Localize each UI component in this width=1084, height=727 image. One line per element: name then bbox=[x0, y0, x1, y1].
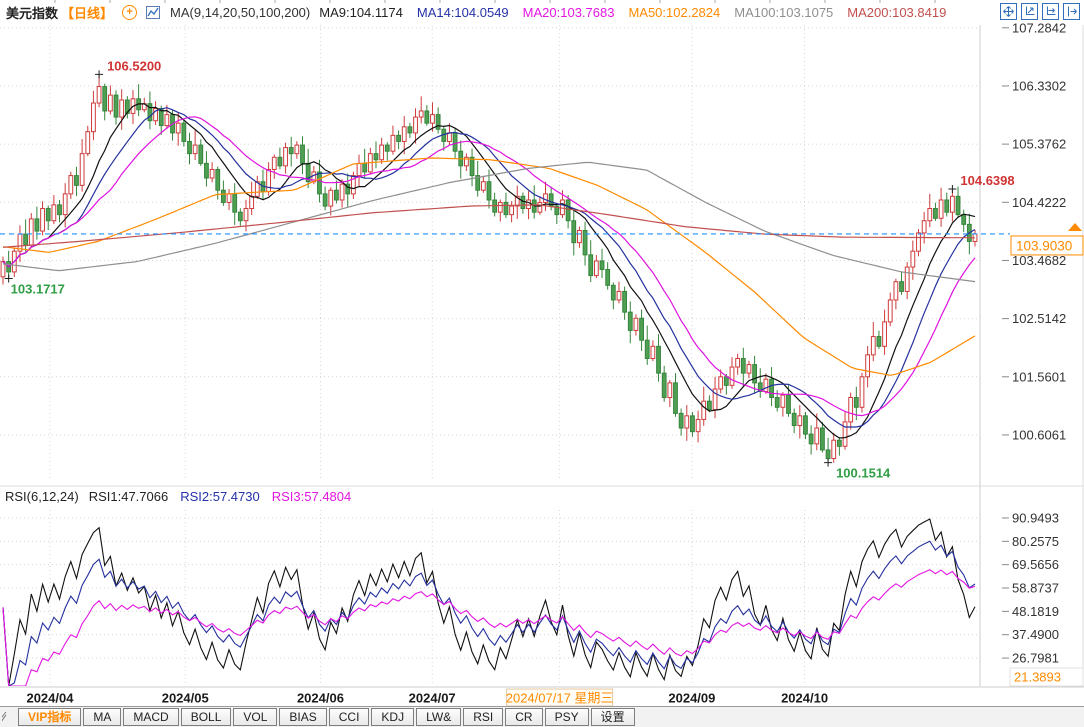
rsi-tick-label: 69.5656 bbox=[1012, 557, 1059, 572]
indicator-tab-[interactable]: 设置 bbox=[590, 708, 635, 726]
rsi3-line bbox=[2, 569, 976, 686]
extreme-price-label: 104.6398 bbox=[960, 173, 1014, 188]
pane-shift-right-icon[interactable] bbox=[1063, 3, 1080, 20]
price-tick-label: 105.3762 bbox=[1012, 137, 1066, 152]
add-indicator-icon[interactable]: + bbox=[122, 4, 138, 20]
indicator-tab-boll[interactable]: BOLL bbox=[180, 708, 232, 726]
rsi-tick-label: 58.8737 bbox=[1012, 581, 1059, 596]
rsi-legend: RSI1:47.7066 RSI2:57.4730 RSI3:57.4804 bbox=[89, 489, 352, 504]
x-tick-label: 2024/09 bbox=[668, 691, 715, 706]
annotations: 103.9030 106.5200 103.1717 100.1514 104.6398 bbox=[0, 58, 1084, 481]
rsi-tick-label: 90.9493 bbox=[1012, 510, 1059, 525]
rsi-group-label: RSI(6,12,24) bbox=[5, 489, 79, 504]
indicator-toolbar: VIP指标 MA MACD BOLL VOL BIAS CCI KDJ LW& RSI CR PSY 设… bbox=[0, 706, 1084, 727]
ma-legend-item-6: MA200:103.8419 bbox=[847, 4, 947, 20]
ma100-line bbox=[2, 161, 976, 283]
ma14-line bbox=[2, 107, 976, 428]
indicator-tab-rsi[interactable]: RSI bbox=[463, 708, 504, 726]
price-tick-label: 104.4222 bbox=[1012, 195, 1066, 210]
rsi-tick-label: 48.1819 bbox=[1012, 604, 1059, 619]
price-tick-label: 106.3302 bbox=[1012, 78, 1066, 93]
candlestick-series bbox=[0, 74, 978, 463]
ma-legend-item-3: MA20:103.7683 bbox=[522, 4, 615, 20]
crosshair-date-label: 2024/07/17 星期三 bbox=[506, 691, 614, 706]
ma-group-label: MA(9,14,20,50,100,200) bbox=[170, 4, 311, 20]
indicator-tab-vip[interactable]: VIP指标 bbox=[18, 708, 82, 726]
symbol-name: 美元指数 bbox=[6, 5, 59, 21]
ma-legend-item-1: MA9:104.1174 bbox=[319, 4, 403, 20]
ma20-line bbox=[2, 116, 976, 417]
period-label: 【日线】 bbox=[61, 5, 114, 21]
ma-legend-item-2: MA14:104.0549 bbox=[416, 4, 509, 20]
ma9-line bbox=[2, 103, 976, 439]
rsi-tick-label: 80.2575 bbox=[1012, 534, 1059, 549]
chart-toolbar-icons bbox=[1000, 3, 1080, 20]
chart-canvas[interactable]: 107.2842 106.3302 105.3762 104.4222 103.4682… bbox=[0, 0, 1084, 707]
ma-legend: MA9:104.1174 MA14:104.0549 MA20:103.7683 MA… bbox=[319, 5, 946, 20]
rsi-min-label: 21.3893 bbox=[1014, 670, 1061, 685]
moving-average-lines bbox=[2, 103, 976, 439]
extreme-price-label: 100.1514 bbox=[836, 466, 891, 481]
x-tick-label: 2024/07 bbox=[409, 691, 456, 706]
axis-zoom-right-icon[interactable] bbox=[1042, 3, 1059, 20]
last-price-box bbox=[1010, 235, 1084, 256]
indicator-tabs: VIP指标 MA MACD BOLL VOL BIAS CCI KDJ LW& RSI CR PSY 设… bbox=[18, 708, 635, 726]
price-tick-label: 102.5142 bbox=[1012, 311, 1066, 326]
indicator-tab-vol[interactable]: VOL bbox=[233, 708, 278, 726]
drawing-tool-icon[interactable] bbox=[2, 709, 16, 725]
indicator-tab-psy[interactable]: PSY bbox=[544, 708, 589, 726]
x-tick-label: 2024/05 bbox=[162, 691, 209, 706]
pan-move-icon[interactable] bbox=[1000, 3, 1017, 20]
axis-zoom-up-icon[interactable] bbox=[1021, 3, 1038, 20]
ma200-line bbox=[2, 204, 976, 248]
price-tick-label: 101.5601 bbox=[1012, 369, 1066, 384]
ma50-line bbox=[2, 157, 976, 376]
rsi-legend-item-3: RSI3:57.4804 bbox=[271, 489, 352, 504]
price-up-arrow-icon bbox=[1068, 222, 1082, 231]
last-price-label: 103.9030 bbox=[1016, 238, 1072, 253]
indicator-tab-macd[interactable]: MACD bbox=[123, 708, 179, 726]
axis-labels: 107.2842 106.3302 105.3762 104.4222 103.4682… bbox=[26, 20, 1084, 707]
x-tick-label: 2024/10 bbox=[781, 691, 828, 706]
indicator-tab-cci[interactable]: CCI bbox=[328, 708, 370, 726]
ma-legend-item-5: MA100:103.1075 bbox=[734, 4, 834, 20]
price-tick-label: 100.6061 bbox=[1012, 427, 1066, 442]
chart-type-icon[interactable] bbox=[146, 5, 161, 20]
chart-header: 美元指数 【日线】 + MA(9,14,20,50,100,200) MA9:1… bbox=[0, 0, 974, 24]
x-tick-label: 2024/06 bbox=[297, 691, 344, 706]
extreme-price-label: 106.5200 bbox=[107, 58, 161, 73]
rsi-tick-label: 37.4900 bbox=[1012, 627, 1059, 642]
indicator-tab-lw[interactable]: LW& bbox=[416, 708, 462, 726]
rsi-lines bbox=[2, 518, 976, 686]
ma-legend-item-4: MA50:102.2824 bbox=[628, 4, 721, 20]
indicator-tab-ma[interactable]: MA bbox=[83, 708, 122, 726]
price-tick-label: 107.2842 bbox=[1012, 20, 1066, 35]
rsi-header: RSI(6,12,24) RSI1:47.7066 RSI2:57.4730 RSI… bbox=[5, 489, 351, 504]
rsi-tick-label: 26.7981 bbox=[1012, 651, 1059, 666]
rsi-legend-item-1: RSI1:47.7066 bbox=[88, 489, 169, 504]
rsi-legend-item-2: RSI2:57.4730 bbox=[180, 489, 260, 504]
rsi2-line bbox=[2, 540, 976, 686]
rsi1-line bbox=[2, 518, 976, 686]
price-tick-label: 103.4682 bbox=[1012, 253, 1066, 268]
indicator-tab-bias[interactable]: BIAS bbox=[279, 708, 327, 726]
indicator-tab-cr[interactable]: CR bbox=[505, 708, 543, 726]
grid-lines bbox=[0, 0, 1084, 688]
x-tick-label: 2024/04 bbox=[26, 691, 74, 706]
indicator-tab-kdj[interactable]: KDJ bbox=[371, 708, 415, 726]
extreme-price-label: 103.1717 bbox=[11, 282, 65, 297]
